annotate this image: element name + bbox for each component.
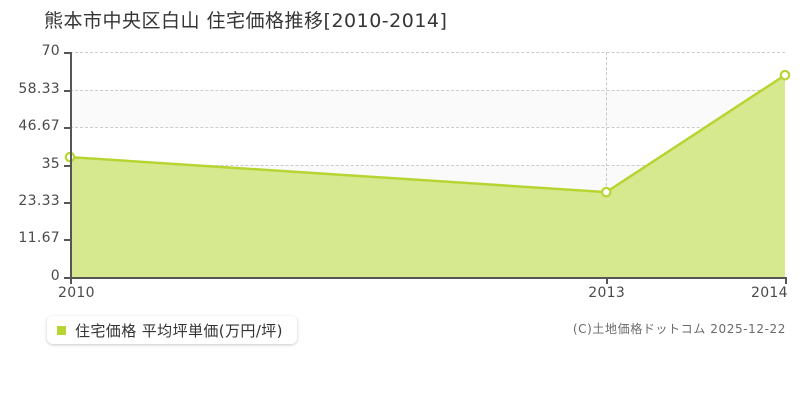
gridline-horizontal: [70, 126, 785, 128]
legend-swatch-icon: [57, 325, 66, 335]
y-axis-tick-label: 35: [41, 155, 60, 172]
data-point-marker: [600, 186, 612, 198]
gridline-vertical: [606, 52, 608, 277]
gridline-horizontal: [70, 52, 785, 53]
plot-band: [70, 89, 785, 127]
x-axis-tick-label: 2013: [588, 285, 626, 301]
y-axis-tick: [64, 52, 72, 54]
x-axis-tick-label: 2010: [58, 285, 95, 301]
y-axis-tick-label: 70: [41, 43, 60, 59]
x-axis-tick: [70, 277, 72, 284]
x-axis-tick-label: 2014: [751, 285, 788, 301]
legend-label: 住宅価格 平均坪単価(万円/坪): [75, 321, 283, 340]
y-axis-tick: [64, 126, 72, 129]
y-axis-tick: [64, 89, 72, 92]
y-axis-tick: [64, 164, 72, 167]
y-axis-tick: [64, 277, 72, 279]
y-axis-tick: [64, 239, 72, 242]
chart-legend[interactable]: 住宅価格 平均坪単価(万円/坪): [47, 316, 297, 344]
y-axis-tick: [64, 202, 72, 204]
y-axis-tick-label: 58.33: [18, 80, 60, 97]
y-axis-tick-label: 46.67: [18, 117, 60, 134]
y-axis-tick-label: 23.33: [18, 193, 60, 209]
copyright-credit: (C)土地価格ドットコム 2025-12-22: [572, 322, 786, 336]
x-axis-line: [70, 277, 786, 279]
series-fill: [70, 75, 785, 277]
data-point-marker: [779, 69, 791, 81]
x-axis-tick: [785, 277, 787, 284]
y-axis-tick-label: 0: [50, 268, 60, 284]
series-area-line: [64, 69, 791, 277]
y-axis-tick-label: 11.67: [18, 230, 60, 247]
gridline-horizontal: [70, 89, 785, 91]
plot-area: [64, 52, 791, 277]
gridline-horizontal: [70, 164, 785, 166]
chart-title: 熊本市中央区白山 住宅価格推移[2010-2014]: [44, 10, 448, 32]
x-axis-tick: [606, 277, 609, 284]
